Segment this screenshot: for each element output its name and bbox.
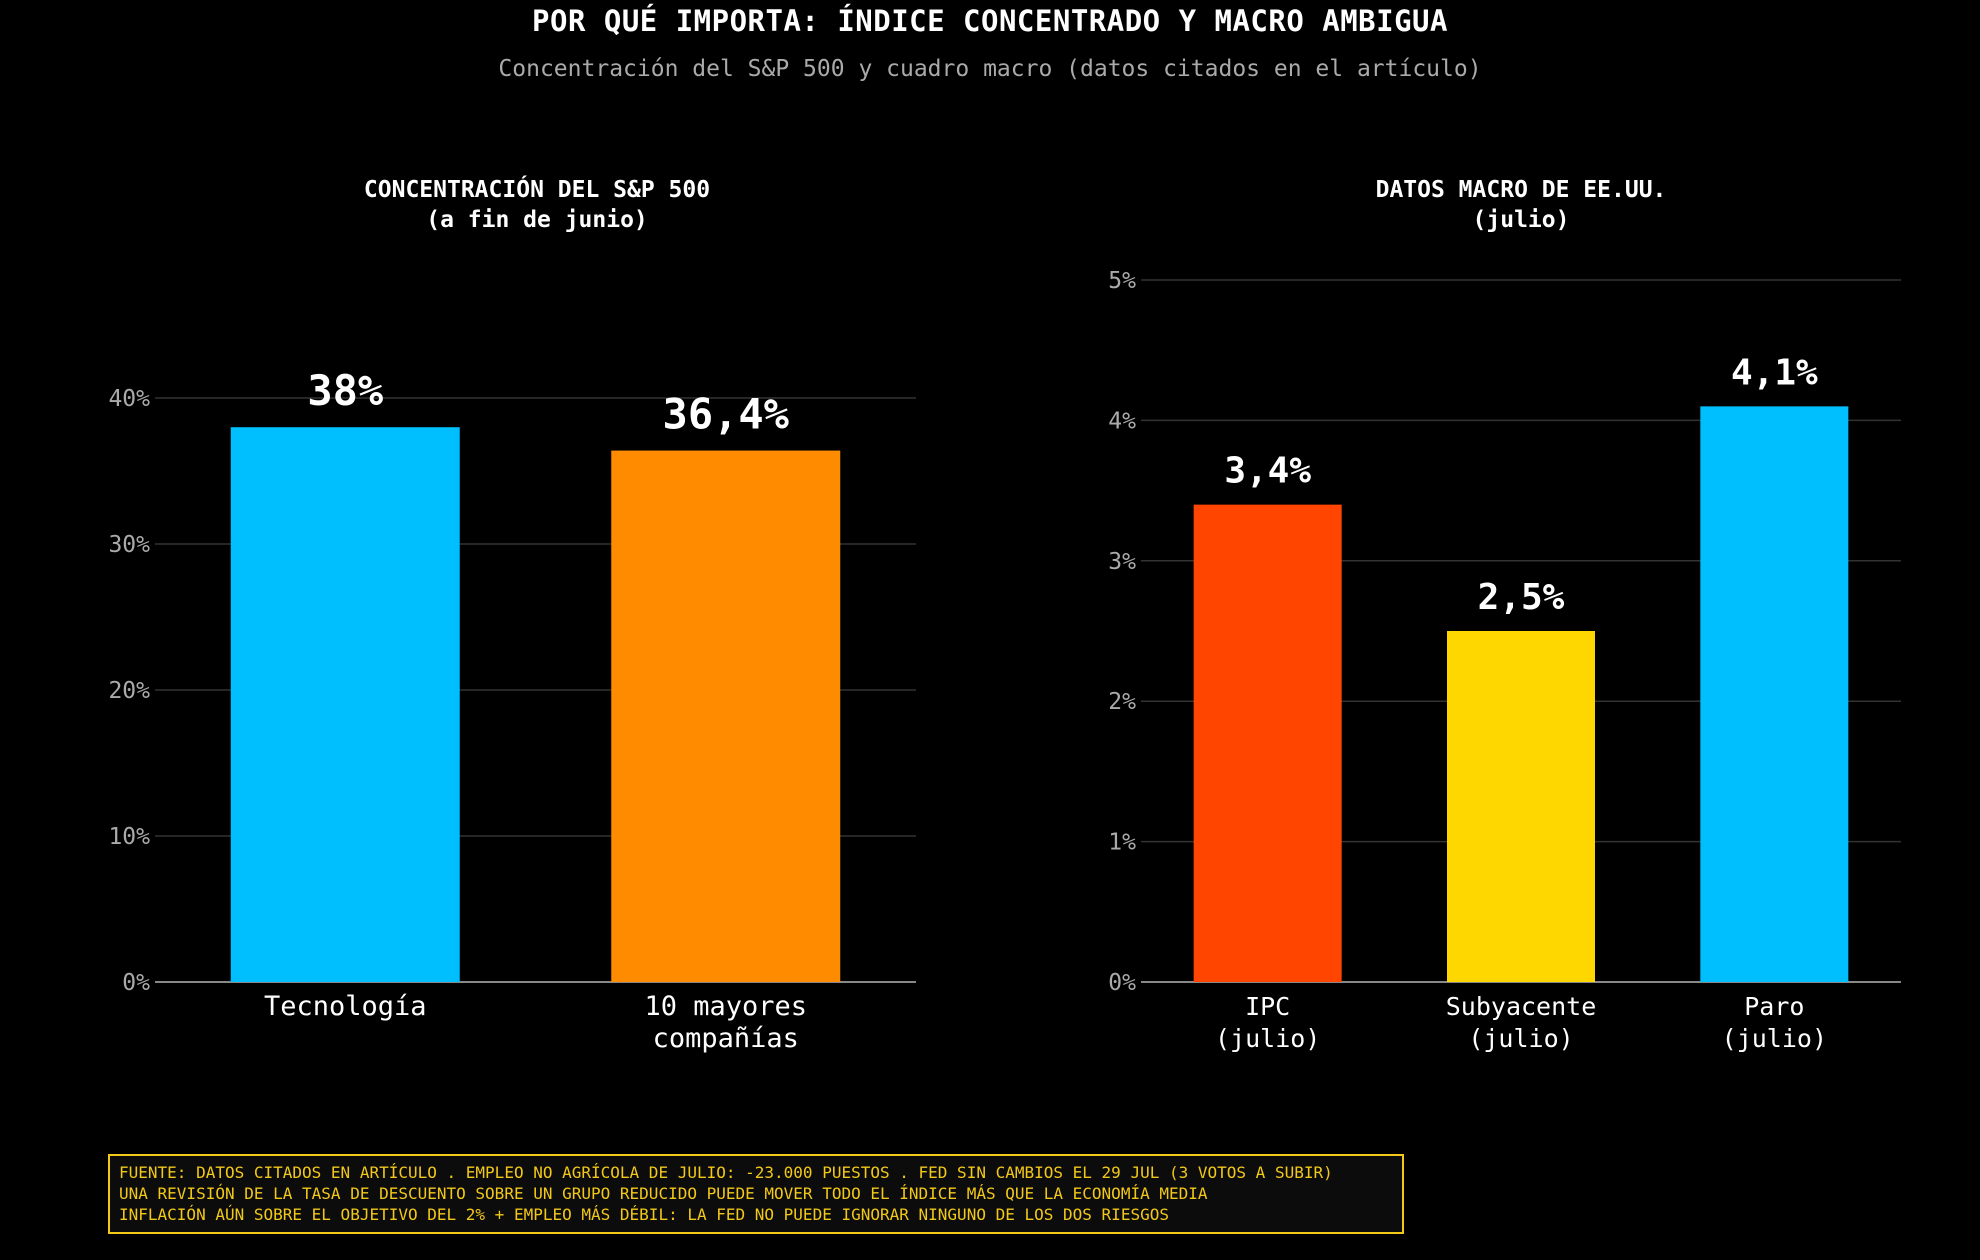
chart-1-ytick-label: 20% bbox=[108, 678, 150, 704]
chart-2-ytick-label: 4% bbox=[1108, 408, 1136, 434]
chart-2-ytick-label: 2% bbox=[1108, 689, 1136, 715]
chart-2-category-label-3: (julio) bbox=[1722, 1024, 1827, 1053]
chart-2-ytick-label: 0% bbox=[1108, 970, 1136, 996]
chart-2-ytick-label: 3% bbox=[1108, 549, 1136, 575]
chart-2-bar-1 bbox=[1193, 504, 1342, 982]
source-note-line-1: FUENTE: DATOS CITADOS EN ARTÍCULO . EMPL… bbox=[119, 1163, 1333, 1182]
page-title: POR QUÉ IMPORTA: ÍNDICE CONCENTRADO Y MA… bbox=[532, 4, 1448, 38]
chart-1-ytick-label: 10% bbox=[108, 824, 150, 850]
chart-2-bar-3 bbox=[1700, 406, 1849, 982]
chart-1-ytick-label: 0% bbox=[122, 970, 150, 996]
chart-2-value-label-1: 3,4% bbox=[1224, 451, 1311, 492]
chart-2-category-label-1: (julio) bbox=[1215, 1024, 1320, 1053]
chart-1-bar-2 bbox=[611, 450, 841, 982]
chart-2-category-label-2: (julio) bbox=[1468, 1024, 1573, 1053]
chart-2-value-label-2: 2,5% bbox=[1478, 577, 1565, 618]
source-note-line-2: UNA REVISIÓN DE LA TASA DE DESCUENTO SOB… bbox=[119, 1184, 1208, 1203]
source-note-line-3: INFLACIÓN AÚN SOBRE EL OBJETIVO DEL 2% +… bbox=[119, 1205, 1169, 1224]
source-note-box: FUENTE: DATOS CITADOS EN ARTÍCULO . EMPL… bbox=[108, 1154, 1404, 1234]
chart-1-category-label-1: Tecnología bbox=[264, 991, 427, 1022]
chart-2-title-line-1: DATOS MACRO DE EE.UU. bbox=[1376, 177, 1667, 203]
chart-1-value-label-2: 36,4% bbox=[663, 390, 789, 439]
chart-2-title-line-2: (julio) bbox=[1473, 207, 1570, 233]
chart-1-category-label-2: 10 mayores bbox=[644, 991, 807, 1022]
chart-2-ytick-label: 5% bbox=[1108, 268, 1136, 294]
page-subtitle: Concentración del S&P 500 y cuadro macro… bbox=[498, 56, 1482, 82]
chart-1-ytick-label: 40% bbox=[108, 386, 150, 412]
chart-1-category-label-2: compañías bbox=[653, 1023, 799, 1054]
chart-1-title-line-1: CONCENTRACIÓN DEL S&P 500 bbox=[364, 175, 710, 203]
chart-2-ytick-label: 1% bbox=[1108, 830, 1136, 856]
chart-1-value-label-1: 38% bbox=[307, 366, 383, 415]
chart-2-bar-2 bbox=[1447, 631, 1595, 982]
chart-1-bar-1 bbox=[230, 427, 460, 982]
chart-1-title-line-2: (a fin de junio) bbox=[426, 207, 648, 233]
chart-2-category-label-2: Subyacente bbox=[1446, 992, 1597, 1021]
chart-1-ytick-label: 30% bbox=[108, 532, 150, 558]
chart-2-value-label-3: 4,1% bbox=[1731, 352, 1818, 393]
chart-2-category-label-3: Paro bbox=[1744, 992, 1804, 1021]
chart-2-category-label-1: IPC bbox=[1245, 992, 1290, 1021]
